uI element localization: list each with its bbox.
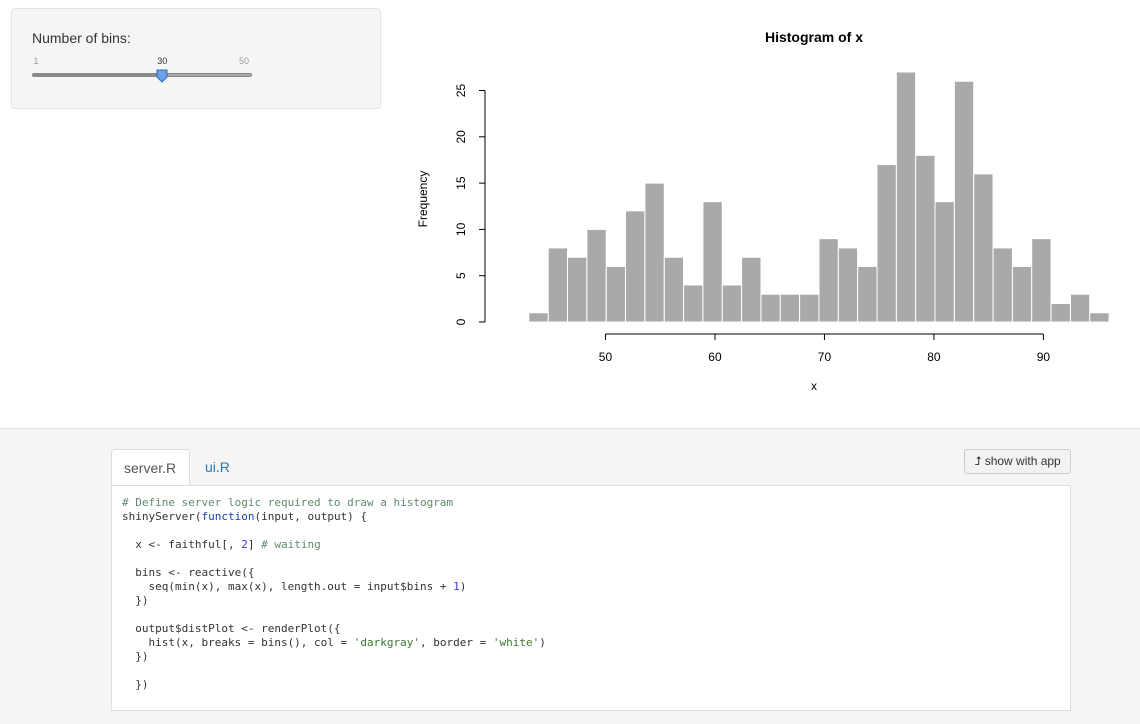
histogram-bar (547, 247, 568, 323)
histogram-bar (934, 201, 955, 323)
histogram-bar (663, 256, 685, 323)
x-tick-label: 60 (708, 350, 722, 364)
bins-slider[interactable]: 1 30 50 (32, 53, 252, 93)
histogram-bar (876, 164, 897, 323)
y-tick-label: 15 (454, 176, 468, 190)
show-with-app-icon: ⮥ (974, 454, 982, 468)
show-with-app-label: show with app (984, 454, 1061, 468)
histogram-bar (1011, 265, 1033, 323)
y-tick-label: 20 (454, 130, 468, 144)
y-tick-label: 5 (454, 272, 468, 279)
slider-value-label: 30 (157, 56, 168, 66)
y-tick-label: 10 (454, 222, 468, 236)
histogram-bar (605, 265, 627, 323)
histogram-bar (702, 201, 723, 323)
slider-min-label: 1 (33, 56, 39, 66)
code-panel: # Define server logic required to draw a… (111, 485, 1071, 711)
histogram-bar (1050, 302, 1071, 323)
histogram-bar (1069, 293, 1091, 323)
slider-fill (32, 73, 163, 77)
histogram-plot: 50 60 70 80 90 0 5 10 15 20 25 Histogram of x x Fr… (400, 0, 1140, 420)
histogram-bar (586, 228, 607, 323)
chart-title: Histogram of x (765, 29, 863, 45)
histogram-bar (953, 80, 975, 323)
x-tick-label: 70 (818, 350, 832, 364)
show-with-app-button[interactable]: ⮥ show with app (964, 449, 1071, 474)
slider-max-label: 50 (238, 56, 250, 66)
histogram-bar (760, 293, 781, 323)
histogram-bar (741, 256, 762, 323)
x-tick-label: 80 (927, 350, 941, 364)
histogram-bar (528, 312, 549, 323)
x-tick-label: 50 (599, 350, 613, 364)
histogram-bar (992, 247, 1013, 323)
code-section: server.R ui.R ⮥ show with app # Define s… (0, 428, 1140, 724)
slider-handle[interactable] (156, 69, 168, 83)
histogram-bar (566, 256, 588, 323)
histogram-bar (818, 238, 839, 323)
histogram-bar (625, 210, 646, 323)
histogram-svg: 50 60 70 80 90 0 5 10 15 20 25 Histogram of x x Fr… (416, 29, 1110, 393)
y-tick-label: 0 (454, 318, 468, 325)
y-tick-label: 25 (454, 84, 468, 98)
histogram-bar (721, 284, 743, 323)
server-code: # Define server logic required to draw a… (122, 496, 546, 691)
histogram-bar (857, 265, 878, 323)
histogram-bar (683, 284, 704, 323)
histogram-bar (1089, 312, 1110, 323)
histogram-bar (779, 293, 801, 323)
histogram-bar (895, 71, 917, 323)
y-axis-label: Frequency (416, 171, 430, 228)
bins-label: Number of bins: (32, 30, 131, 46)
tab-ui-r[interactable]: ui.R (205, 459, 230, 475)
x-axis-label: x (811, 379, 817, 393)
x-tick-label: 90 (1037, 350, 1051, 364)
tab-server-r[interactable]: server.R (111, 449, 190, 486)
histogram-bar (799, 293, 820, 323)
histogram-bar (644, 182, 665, 323)
histogram-bar (1031, 238, 1052, 323)
sidebar-panel: Number of bins: 1 30 50 (11, 8, 381, 109)
histogram-bar (973, 173, 994, 323)
histogram-bar (837, 247, 859, 323)
histogram-bar (915, 154, 936, 323)
